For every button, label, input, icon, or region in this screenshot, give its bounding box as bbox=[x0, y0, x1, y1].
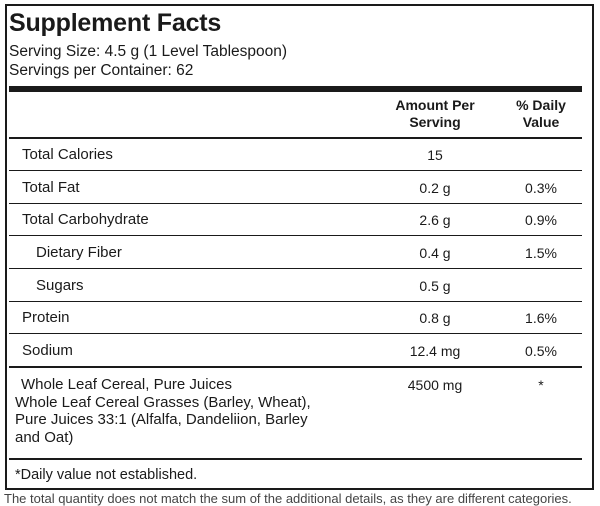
label-title: Supplement Facts bbox=[9, 9, 222, 37]
row-divider bbox=[9, 203, 582, 204]
footnote-divider bbox=[9, 458, 582, 460]
row-daily-dietary-fiber: 1.5% bbox=[525, 245, 557, 261]
column-header-amount-line2: Serving bbox=[409, 114, 461, 130]
column-header-daily-value: % Daily Value bbox=[500, 97, 582, 131]
row-divider bbox=[9, 170, 582, 171]
row-amount-total-calories: 15 bbox=[427, 147, 443, 163]
row-daily-sodium: 0.5% bbox=[525, 343, 557, 359]
row-name-sodium: Sodium bbox=[22, 342, 73, 359]
column-header-amount-line1: Amount Per bbox=[395, 97, 475, 113]
row-daily-protein: 1.6% bbox=[525, 310, 557, 326]
column-header-amount: Amount Per Serving bbox=[380, 97, 490, 131]
column-header-daily-line2: Value bbox=[522, 114, 560, 130]
footnote: *Daily value not established. bbox=[15, 467, 198, 483]
serving-size: Serving Size: 4.5 g (1 Level Tablespoon) bbox=[9, 43, 288, 60]
row-name-total-fat: Total Fat bbox=[22, 179, 80, 196]
row-daily-total-carbohydrate: 0.9% bbox=[525, 212, 557, 228]
row-amount-sodium: 12.4 mg bbox=[409, 343, 461, 359]
proprietary-blend: Whole Leaf Cereal, Pure Juices Whole Lea… bbox=[15, 376, 355, 446]
column-header-daily-line1: % Daily bbox=[516, 97, 566, 113]
servings-per-container: Servings per Container: 62 bbox=[9, 62, 194, 79]
row-divider bbox=[9, 301, 582, 302]
blend-name: Whole Leaf Cereal, Pure Juices bbox=[21, 376, 232, 393]
blend-description-line1: Whole Leaf Cereal Grasses (Barley, Wheat… bbox=[15, 393, 311, 411]
blend-divider bbox=[9, 366, 582, 368]
row-name-protein: Protein bbox=[22, 309, 70, 326]
row-amount-protein: 0.8 g bbox=[419, 310, 451, 326]
header-divider-thick bbox=[9, 86, 582, 92]
row-name-sugars: Sugars bbox=[36, 277, 84, 294]
supplement-facts-label bbox=[5, 4, 594, 490]
blend-daily: * bbox=[538, 377, 544, 393]
row-name-total-carbohydrate: Total Carbohydrate bbox=[22, 211, 149, 228]
row-amount-total-fat: 0.2 g bbox=[419, 180, 451, 196]
row-divider bbox=[9, 235, 582, 236]
row-name-total-calories: Total Calories bbox=[22, 146, 113, 163]
row-daily-total-fat: 0.3% bbox=[525, 180, 557, 196]
blend-description-line2: Pure Juices 33:1 (Alfalfa, Dandeliion, B… bbox=[15, 411, 308, 428]
blend-description-line3: and Oat) bbox=[15, 428, 74, 446]
row-name-dietary-fiber: Dietary Fiber bbox=[36, 244, 122, 261]
row-amount-total-carbohydrate: 2.6 g bbox=[419, 212, 451, 228]
header-divider bbox=[9, 137, 582, 139]
row-divider bbox=[9, 268, 582, 269]
row-divider bbox=[9, 333, 582, 334]
row-amount-sugars: 0.5 g bbox=[419, 278, 451, 294]
blend-amount: 4500 mg bbox=[407, 377, 463, 393]
row-amount-dietary-fiber: 0.4 g bbox=[419, 245, 451, 261]
